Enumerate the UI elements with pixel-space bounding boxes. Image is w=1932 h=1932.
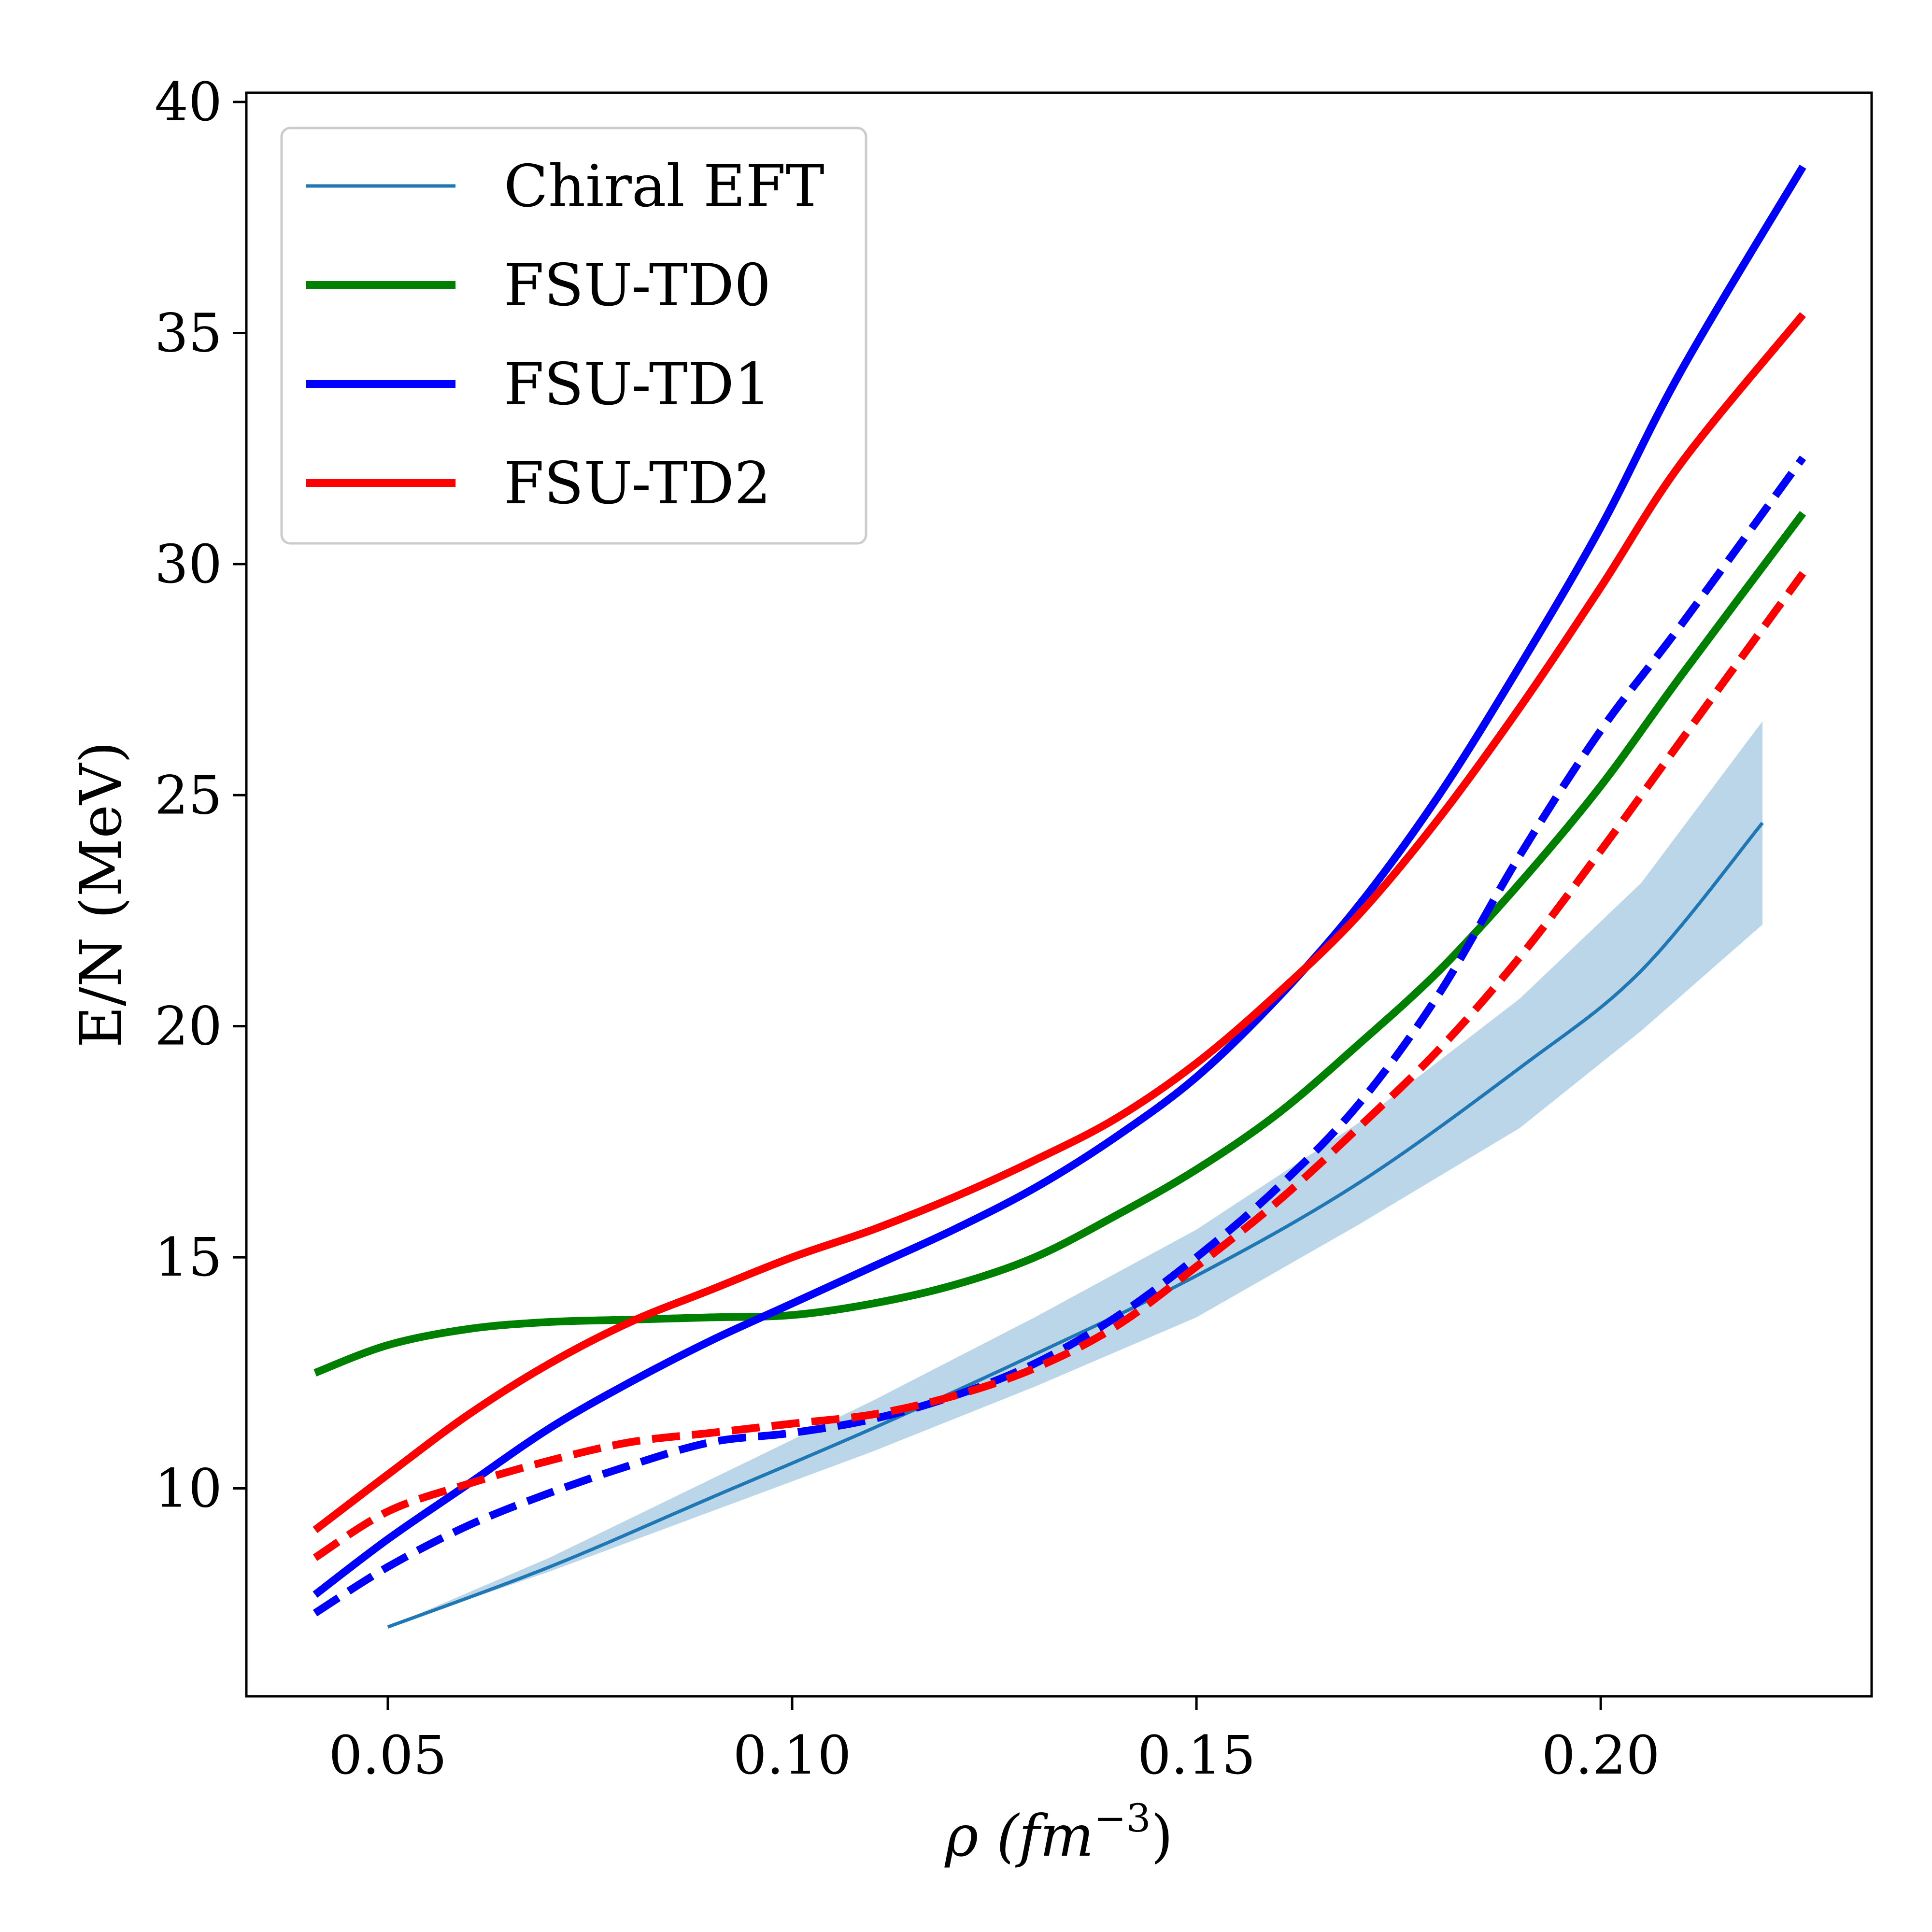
y-axis-label: E/N (MeV) (68, 741, 134, 1048)
ticks: 0.05 0.10 0.15 0.20 10 15 20 25 30 35 40 (155, 71, 1660, 1786)
legend-label: FSU-TD0 (504, 252, 771, 319)
legend-label: FSU-TD1 (504, 351, 771, 418)
axes-frame (245, 91, 1873, 1698)
series-line-5-dashed (313, 571, 1806, 1561)
legend-label: Chiral EFT (504, 153, 824, 220)
legend-items: Chiral EFT FSU-TD0 FSU-TD1 FSU-TD2 (306, 153, 824, 517)
x-axis-label-main: ρ (fm (944, 1803, 1094, 1869)
x-tick-label: 0.05 (329, 1724, 447, 1786)
x-tick-label: 0.15 (1137, 1724, 1256, 1786)
y-tick-label: 40 (155, 71, 222, 133)
chiral-eft-uncertainty-band (388, 721, 1762, 1627)
y-tick-label: 30 (155, 533, 222, 595)
x-tick-label: 0.10 (733, 1724, 852, 1786)
y-tick-label: 20 (155, 995, 222, 1057)
y-tick-label: 10 (155, 1457, 222, 1519)
y-tick-label: 15 (155, 1226, 222, 1288)
legend-frame (280, 127, 867, 545)
x-axis-label-close: ) (1151, 1803, 1173, 1869)
x-tick-label: 0.20 (1542, 1724, 1660, 1786)
series-line-0 (387, 822, 1764, 1629)
series-line-1 (313, 511, 1806, 1377)
legend-label: FSU-TD2 (504, 450, 771, 517)
y-tick-label: 35 (155, 302, 222, 364)
y-tick-label: 25 (155, 764, 222, 826)
series-line-3 (313, 312, 1806, 1533)
x-axis-label: ρ (fm−3) (944, 1796, 1173, 1869)
series-line-2 (313, 164, 1806, 1598)
legend: Chiral EFT FSU-TD0 FSU-TD1 FSU-TD2 (280, 127, 867, 545)
x-axis-label-sup: −3 (1094, 1796, 1151, 1841)
series-line-4-dashed (313, 455, 1806, 1617)
plot-area (313, 164, 1806, 1629)
